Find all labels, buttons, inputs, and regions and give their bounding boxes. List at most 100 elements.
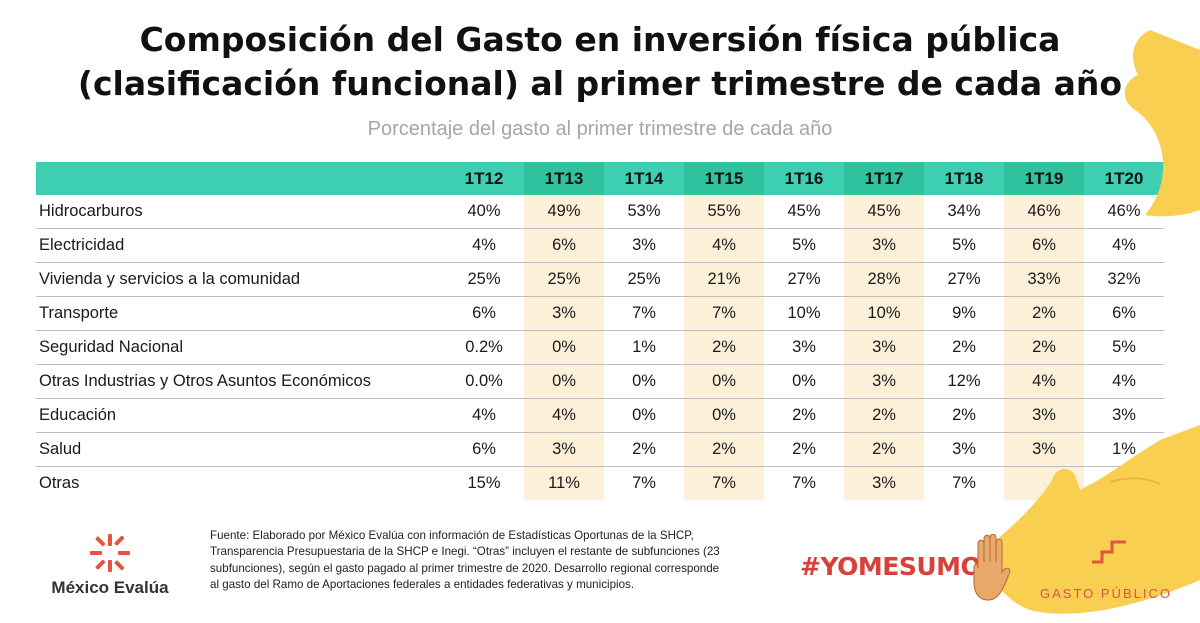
row-label: Transporte — [36, 296, 444, 331]
column-header-1t18: 1T18 — [924, 162, 1004, 195]
table-cell: 3% — [764, 330, 844, 365]
table-cell: 6% — [444, 296, 524, 331]
table-cell: 0% — [604, 364, 684, 399]
table-cell: 4% — [524, 398, 604, 433]
table-body: Hidrocarburos 40% 49% 53% 55% 45% 45% 34% 46% 46%… — [36, 195, 1164, 500]
source-line: subfunciones), según el gasto pagado al … — [210, 561, 720, 575]
logo-text: México Evalúa — [51, 578, 169, 597]
table-cell: 4% — [684, 228, 764, 263]
table-cell: 3% — [524, 296, 604, 331]
chart-title: Composición del Gasto en inversión físic… — [77, 20, 1123, 103]
column-header-1t15: 1T15 — [684, 162, 764, 195]
table-cell: 21% — [684, 262, 764, 297]
table-cell: 5% — [764, 228, 844, 263]
table-cell: 10% — [844, 296, 924, 331]
table-cell: 7% — [952, 474, 976, 492]
table-row: Otras Industrias y Otros Asuntos Económi… — [36, 364, 1164, 399]
table-cell: 0.2% — [444, 330, 524, 365]
table-row: Salud 6% 3% 2% 2% 2% 2% 3% 3% 1% — [36, 432, 1164, 467]
table-cell: 3% — [1084, 398, 1164, 433]
table-cell: 46% — [1004, 195, 1084, 229]
raised-hand-emoji-icon — [973, 534, 1011, 601]
table-cell: 0% — [684, 364, 764, 399]
table-cell: 27% — [764, 262, 844, 297]
column-header-1t20: 1T20 — [1084, 162, 1164, 195]
table-cell: 2% — [844, 432, 924, 467]
table-cell: 2% — [844, 398, 924, 433]
row-label: Seguridad Nacional — [36, 330, 444, 365]
table-cell: 25% — [444, 262, 524, 297]
table-cell: 3% — [1004, 398, 1084, 433]
table-cell: 32% — [1084, 262, 1164, 297]
table-row: Electricidad 4% 6% 3% 4% 5% 3% 5% 6% 4% — [36, 228, 1164, 263]
source-line: Transparencia Presupuestaria de la SHCP … — [210, 545, 720, 559]
table-cell: 5% — [1084, 330, 1164, 365]
table-cell: 3% — [844, 330, 924, 365]
table-cell: 6% — [524, 228, 604, 263]
chart-subtitle: Porcentaje del gasto al primer trimestre… — [367, 118, 833, 140]
table-cell: 6% — [444, 432, 524, 467]
row-label: Educación — [36, 398, 444, 433]
column-header-1t19: 1T19 — [1004, 162, 1084, 195]
table-header-row: 1T12 1T13 1T14 1T15 1T16 1T17 1T18 1T19 1T20 — [36, 162, 1164, 195]
table-cell: 2% — [684, 432, 764, 467]
table-cell: 0.0% — [444, 364, 524, 399]
column-header-1t17: 1T17 — [844, 162, 924, 195]
table-cell: 55% — [684, 195, 764, 229]
table-cell: 40% — [444, 195, 524, 229]
table-cell: 0% — [604, 398, 684, 433]
table-cell: 2% — [924, 398, 1004, 433]
row-label: Salud — [36, 432, 444, 467]
table-cell: 0% — [764, 364, 844, 399]
hashtag: #YOMESUMO — [800, 552, 982, 581]
table-cell: 6% — [1084, 296, 1164, 331]
source-note: Fuente: Elaborado por México Evalúa con … — [210, 528, 780, 594]
column-header-1t16: 1T16 — [764, 162, 844, 195]
table-cell: 3% — [844, 228, 924, 263]
header-corner — [36, 162, 444, 195]
table-cell: 5% — [924, 228, 1004, 263]
column-header-1t12: 1T12 — [444, 162, 524, 195]
table-cell: 25% — [524, 262, 604, 297]
table-cell: 3% — [604, 228, 684, 263]
table-cell: 7% — [632, 474, 656, 492]
table-cell: 7% — [604, 296, 684, 331]
table-cell: 4% — [444, 398, 524, 433]
table-cell: 45% — [844, 195, 924, 229]
table-cell: 53% — [604, 195, 684, 229]
pointing-hand-emoji-icon — [988, 30, 1200, 614]
table-cell: 9% — [924, 296, 1004, 331]
table-cell: 7% — [792, 474, 816, 492]
column-header-1t13: 1T13 — [524, 162, 604, 195]
table-cell: 2% — [924, 330, 1004, 365]
column-header-1t14: 1T14 — [604, 162, 684, 195]
table-row: Vivienda y servicios a la comunidad 25% 25… — [36, 262, 1164, 297]
table-cell: 7% — [684, 296, 764, 331]
table-cell: 25% — [604, 262, 684, 297]
source-line: Fuente: Elaborado por México Evalúa con … — [210, 529, 694, 542]
table-cell: 2% — [1004, 296, 1084, 331]
table-row: Educación 4% 4% 0% 0% 2% 2% 2% 3% 3% — [36, 398, 1164, 433]
table-cell: 4% — [444, 228, 524, 263]
table-cell: 2% — [764, 432, 844, 467]
row-label: Otras Industrias y Otros Asuntos Económi… — [36, 364, 444, 399]
table-cell: 2% — [684, 330, 764, 365]
table-cell: 28% — [844, 262, 924, 297]
table-cell: 10% — [764, 296, 844, 331]
table-row: Hidrocarburos 40% 49% 53% 55% 45% 45% 34% 46% 46% — [36, 195, 1164, 229]
row-label: Vivienda y servicios a la comunidad — [36, 262, 444, 297]
table-cell: 15% — [467, 474, 501, 492]
table-cell: 33% — [1004, 262, 1084, 297]
row-label: Otras — [39, 474, 80, 492]
table-row: Seguridad Nacional 0.2% 0% 1% 2% 3% 3% 2% 2% 5% — [36, 330, 1164, 365]
table-cell: 3% — [1004, 432, 1084, 467]
table-cell: 2% — [764, 398, 844, 433]
table-cell: 2% — [1004, 330, 1084, 365]
table-cell: 11% — [524, 466, 604, 500]
table-cell: 45% — [764, 195, 844, 229]
mexico-evalua-logo-icon — [90, 534, 130, 572]
table-cell: 6% — [1004, 228, 1084, 263]
table-cell: 3% — [524, 432, 604, 467]
table-cell: 3% — [844, 364, 924, 399]
data-table: 1T12 1T13 1T14 1T15 1T16 1T17 1T18 1T19 1T20 Hid… — [36, 162, 1164, 500]
